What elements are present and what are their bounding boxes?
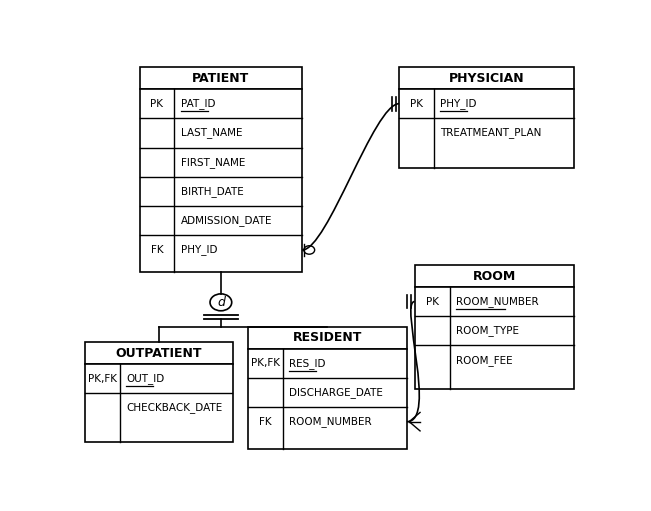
Bar (415, 265, 574, 287)
Text: PHYSICIAN: PHYSICIAN (449, 72, 524, 85)
Text: ROOM: ROOM (473, 270, 516, 283)
Bar (415, 287, 574, 388)
Text: PK: PK (426, 296, 439, 307)
Text: PAT_ID: PAT_ID (180, 98, 215, 109)
Bar (85, 342, 232, 364)
Text: TREATMEANT_PLAN: TREATMEANT_PLAN (440, 127, 542, 138)
Text: ROOM_TYPE: ROOM_TYPE (456, 326, 519, 336)
Text: ROOM_FEE: ROOM_FEE (456, 355, 512, 365)
Text: PK: PK (410, 99, 423, 109)
Text: OUT_ID: OUT_ID (126, 373, 165, 384)
Text: BIRTH_DATE: BIRTH_DATE (180, 186, 243, 197)
Text: CHECKBACK_DATE: CHECKBACK_DATE (126, 402, 223, 413)
Text: DISCHARGE_DATE: DISCHARGE_DATE (289, 387, 383, 398)
Bar (85, 364, 232, 443)
Text: PATIENT: PATIENT (192, 72, 249, 85)
Text: ADMISSION_DATE: ADMISSION_DATE (180, 215, 272, 226)
Text: PK,FK: PK,FK (251, 358, 280, 368)
Text: PHY_ID: PHY_ID (180, 245, 217, 256)
Text: FK: FK (259, 416, 271, 427)
Text: PHY_ID: PHY_ID (440, 98, 477, 109)
Bar (248, 349, 407, 449)
Text: ROOM_NUMBER: ROOM_NUMBER (289, 416, 372, 427)
Text: LAST_NAME: LAST_NAME (180, 127, 242, 138)
Text: d: d (217, 296, 225, 309)
Bar (139, 67, 302, 89)
Text: OUTPATIENT: OUTPATIENT (116, 346, 202, 360)
Text: FK: FK (150, 245, 163, 255)
Bar (248, 327, 407, 349)
Text: FIRST_NAME: FIRST_NAME (180, 157, 245, 168)
Bar (399, 67, 574, 89)
Text: RES_ID: RES_ID (289, 358, 326, 368)
Text: RESIDENT: RESIDENT (293, 331, 362, 344)
Text: PK,FK: PK,FK (88, 374, 117, 384)
Bar (139, 89, 302, 271)
Text: ROOM_NUMBER: ROOM_NUMBER (456, 296, 538, 307)
Bar (399, 89, 574, 168)
Text: PK: PK (150, 99, 163, 109)
